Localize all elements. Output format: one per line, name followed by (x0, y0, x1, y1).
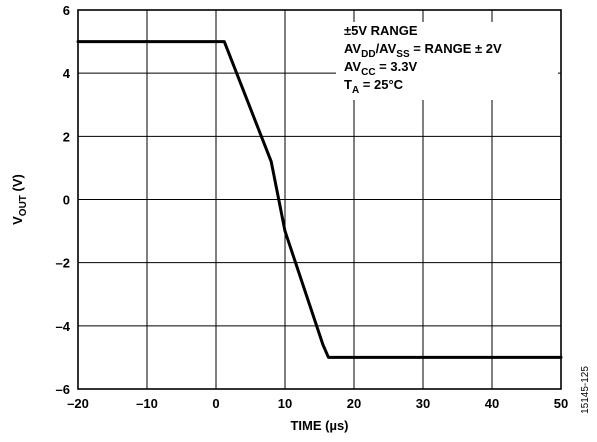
annotation-line: TA = 25°C (344, 77, 404, 96)
x-tick-label: 10 (278, 396, 292, 411)
figure-id: 15145-125 (580, 366, 591, 414)
annotation-text: ±5V RANGE (344, 23, 418, 38)
annotation-line: AVCC = 3.3V (344, 59, 417, 78)
y-tick-label: –4 (56, 319, 71, 334)
annotation-text: = RANGE ± 2V (410, 41, 502, 56)
series-line-0 (76, 40, 563, 359)
x-tick-label: –10 (136, 396, 158, 411)
annotation-line: AVDD/AVSS = RANGE ± 2V (344, 41, 502, 60)
x-tick-label: 20 (347, 396, 361, 411)
annotation-text: SS (396, 49, 410, 60)
annotation-background (336, 22, 558, 100)
x-axis-title: TIME (µs) (290, 418, 348, 433)
annotation-text: A (352, 85, 359, 96)
y-axis-title-sub: OUT (18, 195, 29, 216)
y-tick-label: 4 (63, 66, 71, 81)
plot-frame (77, 9, 562, 390)
x-tick-label: 0 (212, 396, 219, 411)
annotation-text: CC (361, 67, 375, 78)
y-tick-label: –6 (56, 382, 70, 397)
x-tick-label: 40 (485, 396, 499, 411)
y-tick-label: –2 (56, 256, 70, 271)
x-tick-label: 50 (554, 396, 568, 411)
y-axis-title: VOUT (V) (10, 174, 29, 225)
y-tick-label: 6 (63, 3, 70, 18)
annotation-text: DD (361, 49, 375, 60)
y-tick-label: 0 (63, 193, 70, 208)
x-tick-label: 30 (416, 396, 430, 411)
annotation-text: T (344, 77, 352, 92)
annotation-text: = 3.3V (376, 59, 418, 74)
y-tick-label: 2 (63, 129, 70, 144)
x-tick-labels: –20 –10 0 10 20 30 40 50 (67, 396, 568, 411)
annotation-text: = 25°C (359, 77, 403, 92)
annotation-line: ±5V RANGE (344, 23, 418, 38)
y-tick-labels: 6 4 2 0 –2 –4 –6 (56, 3, 71, 397)
data-layer (76, 40, 563, 359)
annotation-text: AV (344, 41, 361, 56)
annotation-text: AV (344, 59, 361, 74)
annotation-text: /AV (376, 41, 397, 56)
x-tick-label: –20 (67, 396, 89, 411)
y-axis-title-main: V (10, 216, 25, 225)
y-axis-title-suffix: (V) (10, 174, 25, 195)
